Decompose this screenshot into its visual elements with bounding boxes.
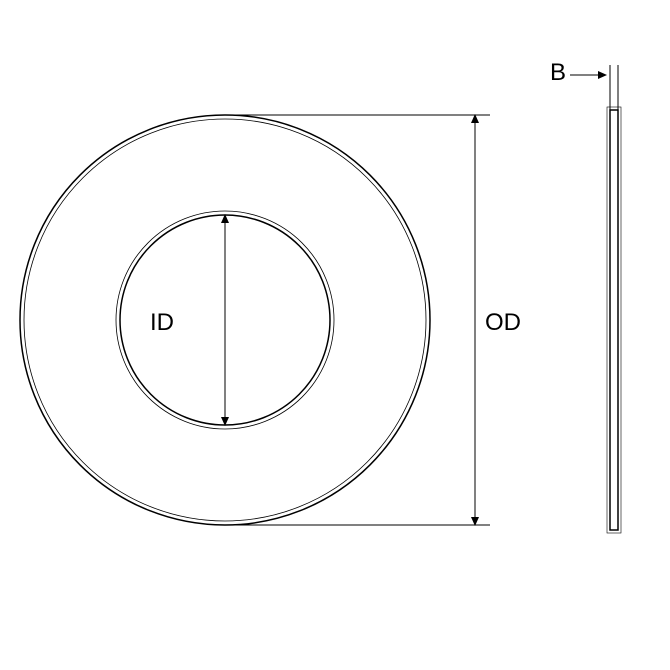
dimension-od: OD — [225, 115, 521, 525]
washer-edge — [610, 110, 618, 530]
od-label: OD — [485, 309, 521, 336]
id-label: ID — [150, 309, 174, 336]
washer-edge-outline — [607, 107, 621, 533]
dimension-id: ID — [150, 215, 225, 425]
side-view — [607, 107, 621, 533]
washer-technical-drawing: ID OD B — [0, 0, 670, 670]
dimension-b: B — [550, 59, 618, 110]
b-label: B — [550, 59, 566, 86]
